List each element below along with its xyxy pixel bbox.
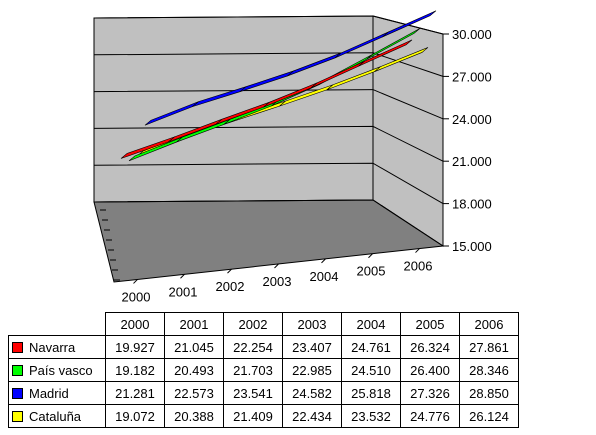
legend-swatch <box>12 341 23 353</box>
table-cell: 28.346 <box>459 358 519 382</box>
legend-swatch <box>12 387 23 399</box>
table-cell: 19.182 <box>105 358 165 382</box>
series-label: Madrid <box>8 381 106 405</box>
line-chart-3d: 15.000 18.000 21.000 24.000 27.000 30.000 200… <box>93 10 492 305</box>
series-ribbon-navarra <box>120 39 413 159</box>
gridline <box>93 52 444 77</box>
table-cell: 23.532 <box>341 404 401 428</box>
table-year-header: 2000 <box>105 312 165 336</box>
floor <box>93 199 445 283</box>
ribbon-segment <box>374 47 429 72</box>
x-tick-label: 2003 <box>263 274 292 289</box>
y-tick-label: 30.000 <box>452 27 492 42</box>
x-tick-label: 2000 <box>122 289 151 304</box>
table-cell: 25.818 <box>341 381 401 405</box>
y-tick-label: 18.000 <box>452 197 492 212</box>
table-cell: 24.776 <box>400 404 460 428</box>
table-corner <box>9 313 106 336</box>
x-tick-mark <box>274 263 279 269</box>
y-axis-ticks <box>443 33 449 247</box>
ribbon-segment <box>366 28 421 60</box>
table-cell: 28.850 <box>459 381 519 405</box>
table-year-header: 2004 <box>341 312 401 336</box>
table-cell: 26.324 <box>400 335 460 359</box>
table-row: Navarra 19.927 21.045 22.254 23.407 24.761 26.… <box>8 335 519 359</box>
series-name: Cataluña <box>29 408 82 424</box>
series-ribbon-madrid <box>144 10 437 126</box>
x-tick-label: 2002 <box>216 279 245 294</box>
x-tick-label: 2006 <box>404 259 433 274</box>
table-cell: 23.407 <box>282 335 342 359</box>
x-tick-mark <box>227 268 232 274</box>
table-cell: 26.400 <box>400 358 460 382</box>
table-year-header: 2006 <box>459 312 519 336</box>
table-cell: 24.582 <box>282 381 342 405</box>
legend-swatch <box>12 364 23 376</box>
table-year-header: 2005 <box>400 312 460 336</box>
y-tick-label: 21.000 <box>452 154 492 169</box>
table-cell: 19.927 <box>105 335 165 359</box>
legend-swatch <box>12 410 23 422</box>
y-axis-tick-labels: 15.000 18.000 21.000 24.000 27.000 30.000 <box>452 27 492 254</box>
gridline <box>93 89 444 120</box>
series-name: País vasco <box>29 362 93 378</box>
gridline <box>93 125 444 162</box>
table-cell: 26.124 <box>459 404 519 428</box>
table-cell: 22.254 <box>223 335 283 359</box>
series-name: Navarra <box>29 339 76 355</box>
series-label: País vasco <box>8 358 106 382</box>
x-tick-label: 2001 <box>169 284 198 299</box>
table-body: Navarra 19.927 21.045 22.254 23.407 24.761 26.… <box>8 335 519 428</box>
table-year-header: 2001 <box>164 312 224 336</box>
x-tick-mark <box>368 253 373 259</box>
x-tick-label: 2005 <box>357 264 386 279</box>
ribbon-segment <box>358 39 413 67</box>
table-row: País vasco 19.182 20.493 21.703 22.985 24.510… <box>8 358 519 382</box>
gridline <box>93 162 444 205</box>
table-year-header: 2002 <box>223 312 283 336</box>
x-tick-mark <box>415 248 420 253</box>
table-row: Madrid 21.281 22.573 23.541 24.582 25.818 27.3… <box>8 381 519 405</box>
table-year-header: 2003 <box>282 312 342 336</box>
table-cell: 27.861 <box>459 335 519 359</box>
table-cell: 22.573 <box>164 381 224 405</box>
table-cell: 20.493 <box>164 358 224 382</box>
y-tick-label: 24.000 <box>452 112 492 127</box>
table-cell: 24.761 <box>341 335 401 359</box>
table-cell: 22.985 <box>282 358 342 382</box>
series-label: Cataluña <box>8 404 106 428</box>
table-cell: 24.510 <box>341 358 401 382</box>
series-ribbons <box>120 10 437 162</box>
gridline <box>93 15 444 35</box>
x-tick-mark <box>180 273 185 279</box>
x-tick-label: 2004 <box>310 269 339 284</box>
table-cell: 20.388 <box>164 404 224 428</box>
table-row: Cataluña 19.072 20.388 21.409 22.434 23.532 24… <box>8 404 519 428</box>
table-cell: 23.541 <box>223 381 283 405</box>
y-tick-label: 15.000 <box>452 239 492 254</box>
series-name: Madrid <box>29 385 69 401</box>
table-cell: 27.326 <box>400 381 460 405</box>
x-axis-tick-labels: 2000 2001 2002 2003 2004 2005 2006 <box>122 259 433 305</box>
x-axis-ticks <box>100 209 420 284</box>
x-tick-mark <box>321 258 326 264</box>
table-cell: 21.409 <box>223 404 283 428</box>
ribbon-segment <box>382 10 437 38</box>
table-cell: 21.281 <box>105 381 165 405</box>
gridlines <box>93 15 444 247</box>
y-tick-label: 27.000 <box>452 69 492 84</box>
table-cell: 19.072 <box>105 404 165 428</box>
table-cell: 22.434 <box>282 404 342 428</box>
x-tick-mark <box>133 279 138 284</box>
table-header-row: 2000 2001 2002 2003 2004 2005 2006 <box>9 312 519 336</box>
back-wall <box>93 15 374 203</box>
series-label: Navarra <box>8 335 106 359</box>
table-cell: 21.703 <box>223 358 283 382</box>
table-cell: 21.045 <box>164 335 224 359</box>
data-table: 2000 2001 2002 2003 2004 2005 2006 Navarra 19.9… <box>8 312 519 428</box>
gridline <box>93 199 444 247</box>
